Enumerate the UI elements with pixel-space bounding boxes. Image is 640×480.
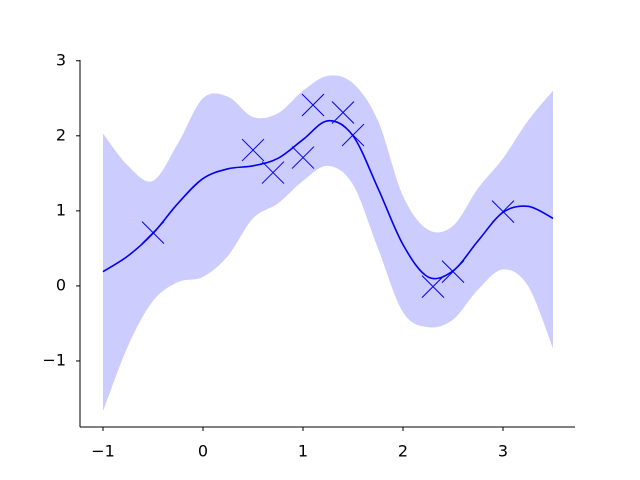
observation-marker <box>491 200 515 223</box>
y-tick-label: 2 <box>56 125 66 144</box>
observation-marker <box>141 221 165 244</box>
confidence-band <box>103 75 553 412</box>
observation-marker <box>331 101 355 124</box>
x-tick-label: 3 <box>498 442 508 461</box>
x-tick-label: 1 <box>298 442 308 461</box>
observation-marker <box>241 138 265 162</box>
y-tick-label: 3 <box>56 50 66 69</box>
y-tick-label: 1 <box>56 200 66 219</box>
observation-marker <box>301 93 325 117</box>
observation-marker <box>261 161 285 184</box>
x-tick-label: 2 <box>398 442 408 461</box>
observation-marker <box>341 123 365 147</box>
mean-line <box>102 119 554 280</box>
observation-marker <box>291 146 315 169</box>
y-tick-label: −1 <box>42 350 66 369</box>
observation-marker <box>421 275 445 299</box>
x-tick-label: −1 <box>91 442 115 461</box>
observation-marker <box>441 260 465 283</box>
y-tick-label: 0 <box>56 275 66 294</box>
x-tick-label: 0 <box>198 442 208 461</box>
